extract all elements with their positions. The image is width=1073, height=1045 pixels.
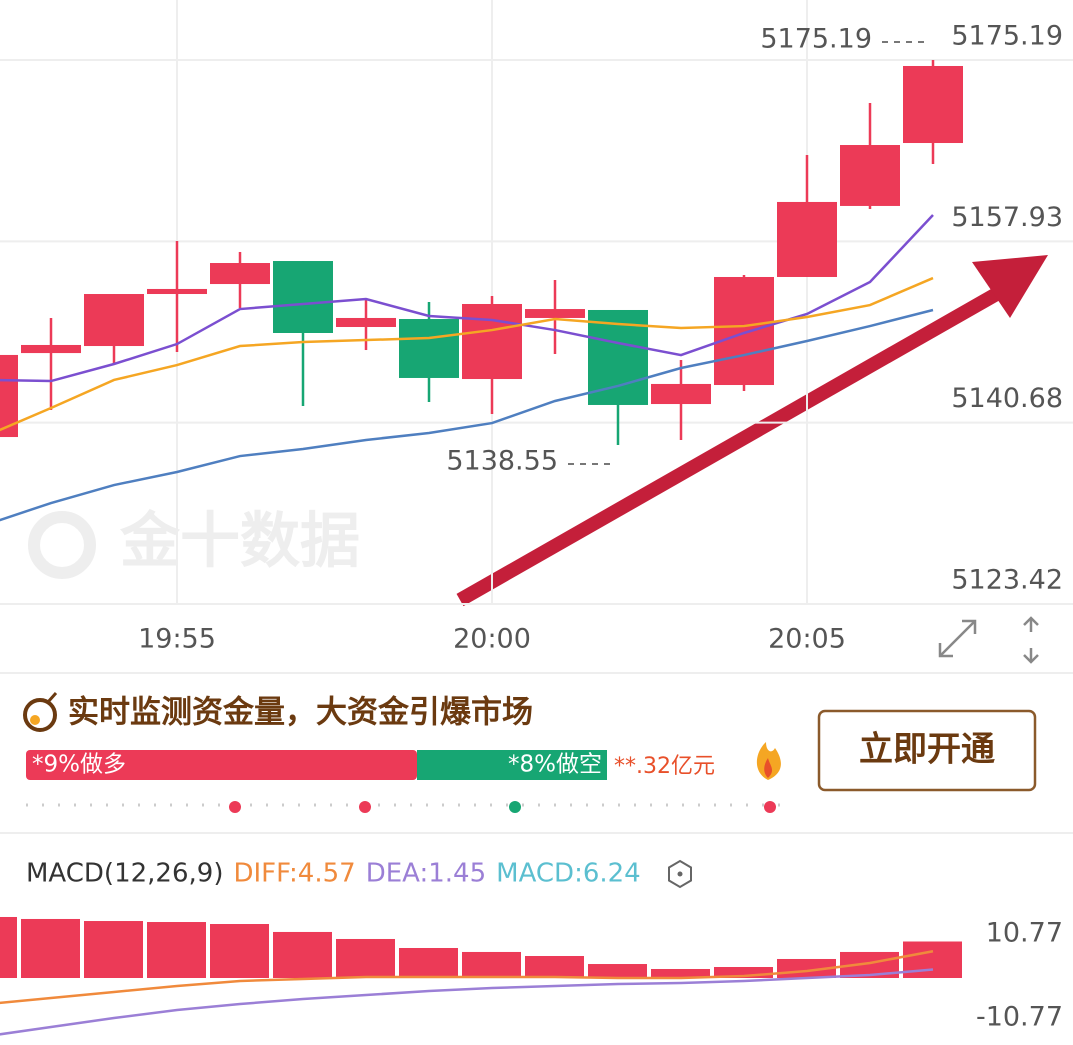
candle-body: [336, 317, 396, 328]
macd-bar: [210, 924, 269, 978]
open-button-label[interactable]: 立即开通: [859, 730, 995, 770]
macd-bar: [0, 916, 17, 978]
expand-icon[interactable]: [938, 619, 977, 658]
ma-line: [0, 276, 934, 432]
macd-bar: [462, 951, 521, 978]
macd-header: DIFF:4.57: [233, 859, 355, 889]
candle-body: [777, 201, 837, 277]
settings-icon-dot: [677, 871, 683, 877]
candle-body: [0, 354, 18, 438]
y-tick-label: 5140.68: [951, 383, 1063, 414]
candle-body: [714, 276, 774, 386]
macd-bar: [651, 968, 710, 978]
macd-bar: [273, 931, 332, 978]
y-tick-label: 5175.19: [951, 21, 1063, 52]
timeline-markers: [229, 801, 776, 813]
watermark-logo: [28, 511, 96, 579]
watermark: 金十数据: [120, 507, 360, 577]
macd-bar: [84, 921, 143, 978]
macd-line: [0, 968, 934, 1036]
settings-icon[interactable]: [668, 859, 692, 889]
candle-body: [525, 309, 585, 318]
candle-body: [651, 383, 711, 405]
macd-bar: [588, 964, 647, 978]
candle-body: [840, 145, 900, 206]
y-tick-label: 5123.42: [951, 565, 1063, 596]
candle-body: [147, 288, 207, 295]
short-label: *8%做空: [508, 752, 602, 778]
macd-line: [0, 950, 934, 1005]
macd-header: MACD(12,26,9): [26, 859, 223, 889]
macd-header: DEA:1.45: [366, 859, 486, 889]
ma-line: [0, 308, 934, 522]
x-tick-label: 20:00: [453, 624, 531, 655]
candle-body: [273, 261, 333, 333]
macd-bar: [21, 918, 80, 978]
macd-header: MACD:6.24: [496, 859, 641, 889]
y-tick-label: -10.77: [976, 1002, 1063, 1033]
long-label: *9%做多: [32, 752, 126, 778]
candle-body: [210, 263, 270, 285]
amount-label: **.32亿元: [614, 754, 715, 779]
macd-bar: [525, 956, 584, 978]
macd-bar: [714, 967, 773, 978]
x-tick-label: 19:55: [138, 624, 216, 655]
macd-bar: [336, 938, 395, 978]
vertical-scale-icon[interactable]: [1023, 616, 1039, 664]
long-bar: [26, 750, 417, 780]
trend-arrowhead: [972, 255, 1048, 318]
candle-body: [903, 65, 963, 144]
trend-arrow: [456, 285, 1004, 607]
max-annotation: 5175.19: [760, 24, 872, 55]
banner-icon: [23, 692, 58, 732]
ma-line: [0, 214, 934, 383]
min-annotation: 5138.55: [446, 446, 558, 477]
y-tick-label: 10.77: [986, 918, 1063, 949]
candle-body: [21, 344, 81, 354]
candle-body: [399, 319, 459, 378]
macd-bar: [147, 922, 206, 978]
candle-body: [462, 303, 522, 380]
candle-body: [84, 294, 144, 347]
macd-bar: [399, 947, 458, 978]
y-tick-label: 5157.93: [951, 202, 1063, 233]
open-button[interactable]: [817, 709, 1037, 792]
fire-icon: [756, 742, 781, 780]
x-tick-label: 20:05: [768, 624, 846, 655]
short-bar: [417, 750, 607, 780]
banner-title: 实时监测资金量，大资金引爆市场: [68, 695, 533, 731]
